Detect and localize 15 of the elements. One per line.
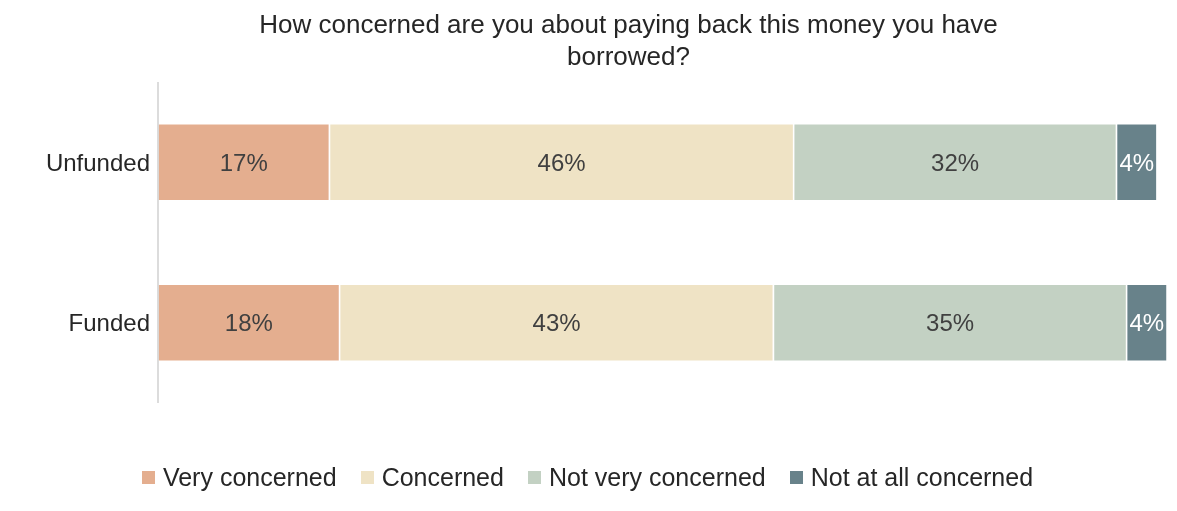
data-label: 43% [532, 309, 581, 337]
data-label: 4% [1129, 309, 1165, 337]
data-label: 46% [537, 148, 586, 176]
data-label: 18% [224, 309, 273, 337]
data-label: 35% [926, 309, 975, 337]
y-tick-label: Funded [68, 309, 150, 337]
chart-title: How concerned are you about paying back this money you have borrowed? [258, 8, 999, 72]
legend-label: Very concerned [162, 463, 337, 492]
data-label: 32% [931, 148, 980, 176]
legend-label: Not at all concerned [810, 463, 1034, 492]
data-label: 4% [1119, 148, 1155, 176]
data-label: 17% [219, 148, 268, 176]
legend-label: Not very concerned [548, 463, 766, 492]
legend-label: Concerned [381, 463, 504, 492]
y-tick-label: Unfunded [45, 148, 150, 176]
